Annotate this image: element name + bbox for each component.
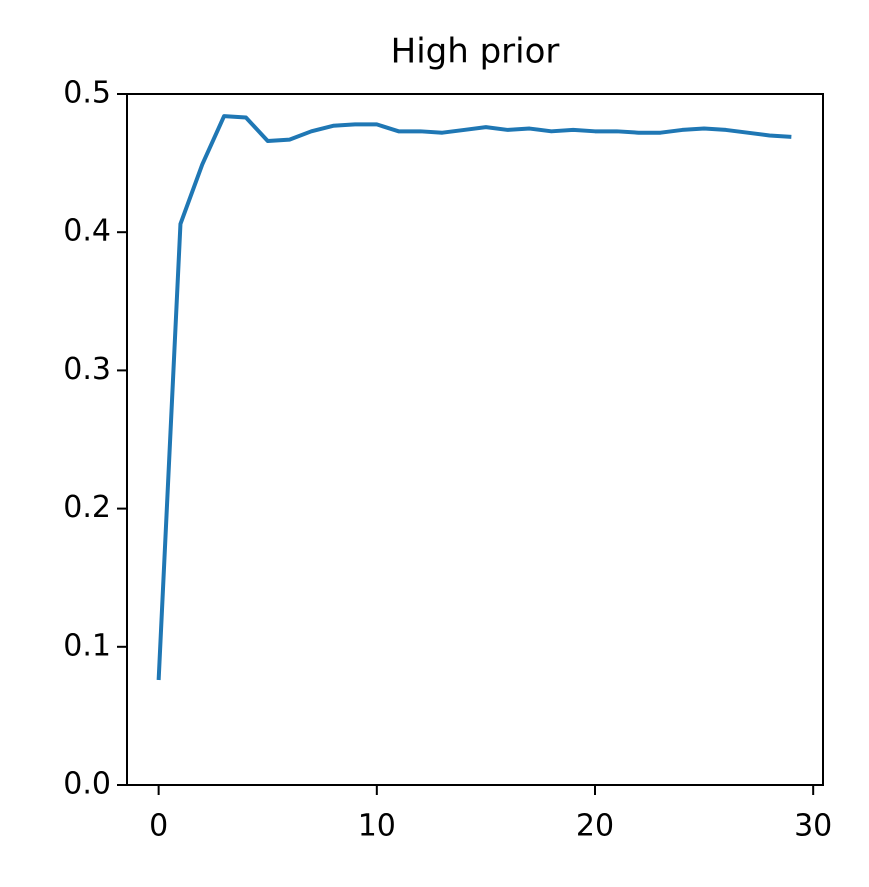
y-tick-label: 0.5 xyxy=(63,76,111,111)
y-tick-label: 0.0 xyxy=(63,767,111,802)
y-tick-label: 0.4 xyxy=(63,214,111,249)
y-tick-label: 0.3 xyxy=(63,352,111,387)
y-tick-label: 0.2 xyxy=(63,490,111,525)
x-tick-label: 20 xyxy=(576,809,614,844)
x-tick-label: 30 xyxy=(794,809,832,844)
y-tick-label: 0.1 xyxy=(63,628,111,663)
x-tick-label: 10 xyxy=(358,809,396,844)
data-line xyxy=(156,114,792,681)
chart-title: High prior xyxy=(391,32,560,72)
plot-frame xyxy=(126,93,824,786)
x-tick-label: 0 xyxy=(149,809,168,844)
